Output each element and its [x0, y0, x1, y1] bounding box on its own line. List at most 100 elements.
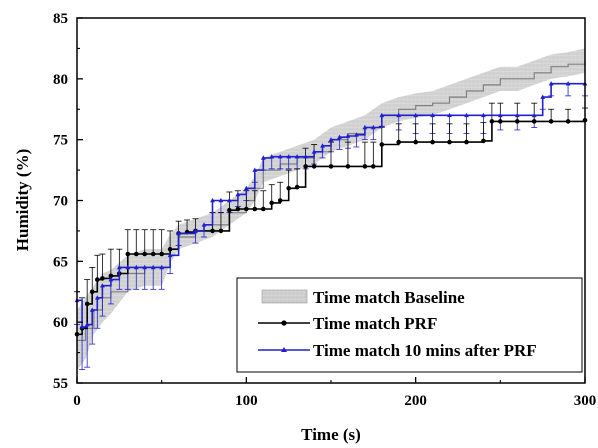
prf-point	[565, 119, 571, 124]
after-prf-point	[243, 185, 249, 191]
after-prf-line	[77, 82, 585, 328]
after-prf-point	[311, 149, 317, 154]
after-prf-point	[167, 252, 173, 258]
after-prf-point	[531, 112, 537, 118]
prf-point	[134, 251, 139, 257]
x-tick-label: 300	[574, 393, 597, 409]
after-prf-point	[133, 264, 139, 270]
after-prf-point	[260, 155, 266, 160]
prf-point	[531, 119, 537, 124]
baseline-band	[77, 48, 585, 371]
y-tick-label: 55	[53, 376, 68, 392]
after-prf-point	[210, 197, 215, 203]
after-prf-point	[89, 307, 95, 312]
y-tick-label: 75	[53, 133, 68, 149]
axes: 0 100 200 300 55 60 65 70 75 80 85	[53, 11, 596, 409]
after-prf-point	[413, 112, 419, 118]
prf-point	[396, 139, 402, 145]
after-prf-point	[497, 112, 503, 118]
y-tick-label: 65	[53, 254, 68, 270]
after-prf-point	[116, 264, 122, 270]
y-tick-label: 60	[53, 315, 68, 331]
prf-point	[345, 164, 351, 169]
after-prf-point	[227, 197, 232, 203]
prf-point	[464, 139, 469, 145]
after-prf-point	[447, 112, 452, 118]
after-prf-point	[79, 324, 85, 329]
legend-swatch-after-marker	[281, 347, 287, 352]
legend: Time match Baseline Time match PRF Time …	[236, 277, 583, 373]
prf-point	[244, 206, 249, 212]
after-prf-point	[328, 137, 334, 142]
prf-point	[447, 139, 452, 145]
x-tick-label: 0	[73, 393, 81, 409]
prf-point	[95, 277, 100, 282]
prf-point	[150, 251, 156, 257]
prf-point	[167, 246, 173, 252]
prf-point	[261, 206, 266, 212]
after-prf-point	[235, 191, 241, 197]
after-prf-point	[125, 264, 131, 270]
after-prf-point	[150, 264, 156, 270]
after-prf-point	[548, 81, 554, 86]
after-prf-point	[379, 112, 385, 118]
prf-point	[252, 206, 258, 212]
prf-point	[100, 276, 105, 281]
after-prf-point	[320, 143, 325, 148]
after-prf-point	[84, 322, 90, 327]
prf-point	[515, 119, 520, 124]
plot-area	[74, 48, 588, 371]
after-prf-point	[159, 264, 165, 270]
after-prf-point	[201, 222, 207, 227]
prf-point	[430, 139, 435, 145]
y-tick-label: 80	[53, 72, 68, 88]
prf-point	[84, 301, 90, 307]
after-prf-point	[370, 124, 376, 130]
y-tick-label: 85	[53, 11, 68, 27]
after-prf-point	[294, 154, 300, 159]
after-prf-point	[193, 228, 198, 233]
after-prf-point	[430, 112, 435, 118]
prf-point	[277, 198, 283, 203]
prf-point	[303, 164, 308, 169]
prf-point	[371, 164, 376, 169]
x-axis-title: Time (s)	[301, 425, 361, 444]
prf-point	[125, 251, 131, 257]
y-tick-label: 70	[53, 194, 68, 210]
y-axis-title: Humidity (%)	[13, 149, 32, 251]
after-prf-point	[108, 277, 114, 282]
prf-point	[311, 164, 317, 169]
after-prf-point	[362, 124, 368, 130]
after-prf-point	[396, 112, 402, 118]
after-prf-point	[100, 283, 105, 288]
after-prf-point	[514, 112, 520, 118]
prf-point	[210, 228, 215, 234]
prf-point	[413, 139, 419, 145]
prf-point	[286, 186, 292, 191]
x-tick-label: 200	[404, 393, 427, 409]
after-prf-point	[481, 112, 486, 118]
prf-point	[108, 273, 114, 279]
prf-point	[227, 207, 232, 213]
after-prf-point	[354, 132, 359, 137]
prf-point	[362, 164, 368, 169]
prf-point	[294, 184, 300, 190]
after-prf-point	[464, 112, 469, 118]
after-prf-point	[540, 94, 546, 99]
prf-point	[89, 289, 95, 295]
after-prf-point	[269, 154, 275, 159]
after-prf-point	[303, 154, 308, 159]
prf-point	[481, 138, 486, 144]
after-prf-point	[142, 264, 148, 270]
prf-point	[142, 251, 147, 257]
prf-point	[235, 206, 241, 212]
legend-label-prf: Time match PRF	[313, 314, 437, 333]
prf-point	[328, 164, 334, 169]
after-prf-point	[345, 133, 351, 138]
prf-point	[379, 142, 385, 147]
after-prf-point	[286, 154, 292, 159]
legend-swatch-baseline	[261, 289, 308, 304]
after-prf-point	[218, 197, 224, 203]
prf-point	[218, 228, 224, 234]
